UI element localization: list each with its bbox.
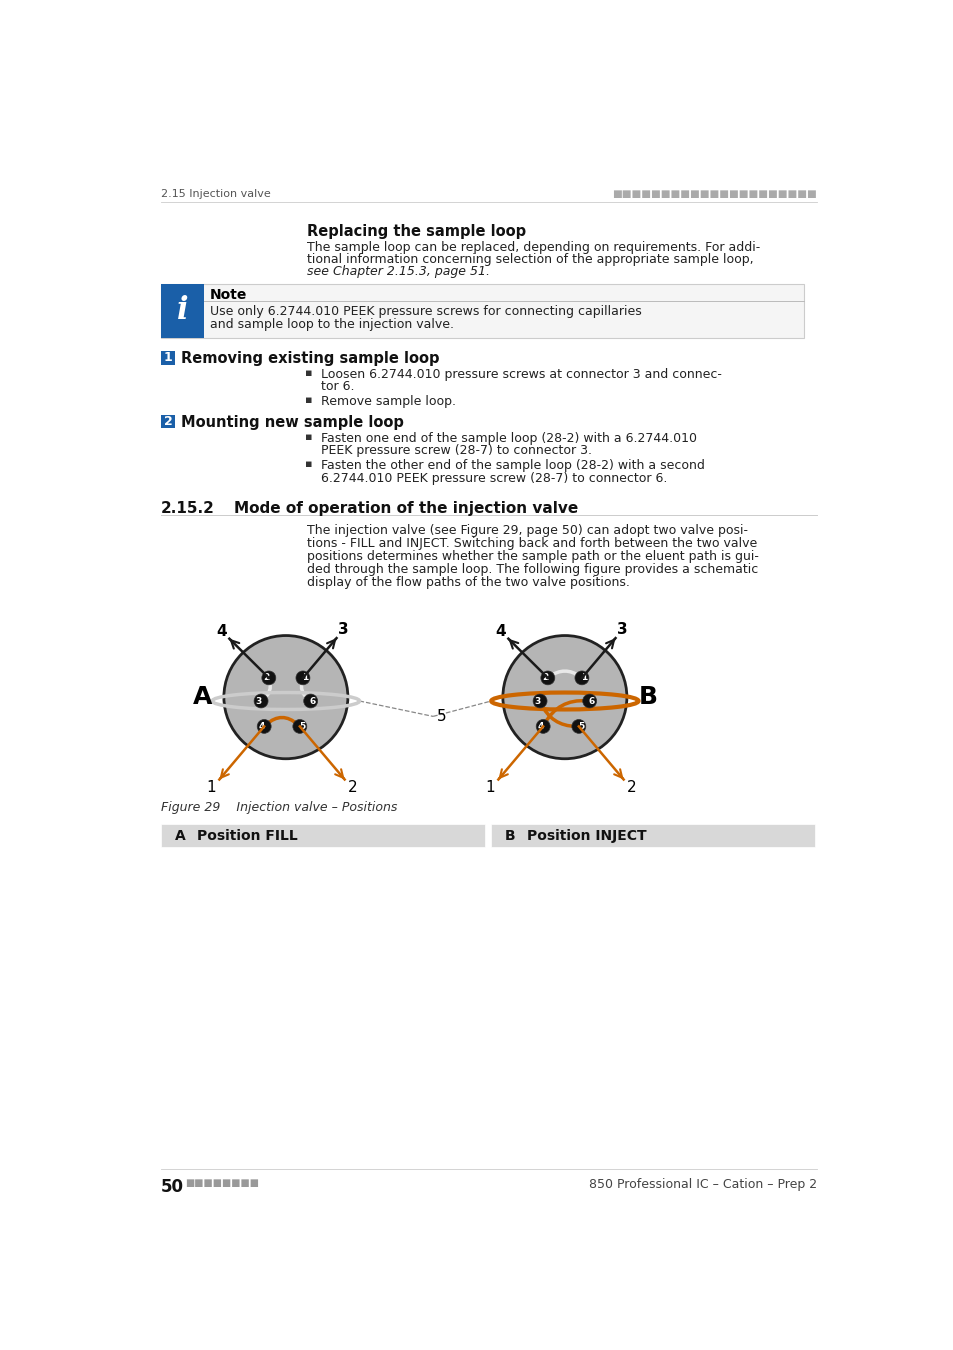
Text: see Chapter 2.15.3, page 51.: see Chapter 2.15.3, page 51. [307,265,489,278]
Circle shape [261,671,275,684]
Bar [161,284,803,338]
Circle shape [533,694,546,707]
Text: 6: 6 [588,697,595,706]
Text: Note: Note [210,288,247,301]
Text: 2: 2 [263,674,270,682]
Text: ▪: ▪ [305,432,313,441]
Circle shape [571,720,585,733]
Text: 3: 3 [338,622,349,637]
Text: 5: 5 [298,722,305,730]
Circle shape [502,636,626,759]
Text: 50: 50 [161,1179,184,1196]
Text: 5: 5 [578,722,583,730]
Circle shape [582,694,596,707]
Text: 2: 2 [626,780,636,795]
Text: A: A [193,686,212,709]
Text: and sample loop to the injection valve.: and sample loop to the injection valve. [210,317,454,331]
Bar [161,284,204,338]
Text: 4: 4 [495,624,505,639]
Circle shape [253,694,268,707]
Text: 1: 1 [485,780,495,795]
Circle shape [540,671,555,684]
Text: 850 Professional IC – Cation – Prep 2: 850 Professional IC – Cation – Prep 2 [588,1179,816,1192]
Text: tional information concerning selection of the appropriate sample loop,: tional information concerning selection … [307,252,753,266]
Text: ▪: ▪ [305,396,313,405]
Text: 1: 1 [580,674,587,682]
Circle shape [295,671,310,684]
Circle shape [536,720,550,733]
Text: Fasten the other end of the sample loop (28-2) with a second: Fasten the other end of the sample loop … [320,459,704,472]
Text: B: B [505,829,516,842]
Text: Fasten one end of the sample loop (28-2) with a 6.2744.010: Fasten one end of the sample loop (28-2)… [320,432,696,444]
Text: Replacing the sample loop: Replacing the sample loop [307,224,525,239]
Circle shape [575,671,588,684]
Text: ■■■■■■■■■■■■■■■■■■■■■: ■■■■■■■■■■■■■■■■■■■■■ [612,189,816,198]
Text: A: A [174,829,186,842]
Text: ▪: ▪ [305,459,313,470]
Text: Use only 6.2744.010 PEEK pressure screws for connecting capillaries: Use only 6.2744.010 PEEK pressure screws… [210,305,641,319]
Text: 1: 1 [207,780,216,795]
Text: The sample loop can be replaced, depending on requirements. For addi-: The sample loop can be replaced, dependi… [307,240,760,254]
Text: 2: 2 [542,674,548,682]
Text: PEEK pressure screw (28-7) to connector 3.: PEEK pressure screw (28-7) to connector … [320,444,591,456]
Text: Position FILL: Position FILL [196,829,297,842]
Text: Mounting new sample loop: Mounting new sample loop [181,416,404,431]
Text: 4: 4 [258,722,265,730]
Text: 2: 2 [348,780,357,795]
Text: 6: 6 [310,697,315,706]
Circle shape [293,720,307,733]
Text: 2.15 Injection valve: 2.15 Injection valve [161,189,271,198]
Circle shape [257,720,271,733]
Text: 1: 1 [302,674,308,682]
Text: B: B [639,686,658,709]
Text: tions - FILL and INJECT. Switching back and forth between the two valve: tions - FILL and INJECT. Switching back … [307,537,757,549]
Text: 2.15.2: 2.15.2 [161,501,214,516]
Text: 3: 3 [255,697,262,706]
Text: i: i [176,296,188,327]
Bar [161,351,174,364]
Text: Mode of operation of the injection valve: Mode of operation of the injection valve [233,501,578,516]
Bar [161,825,484,848]
Text: 3: 3 [534,697,540,706]
Text: Loosen 6.2744.010 pressure screws at connector 3 and connec-: Loosen 6.2744.010 pressure screws at con… [320,367,720,381]
Text: ■■■■■■■■: ■■■■■■■■ [185,1179,259,1188]
Text: 1: 1 [164,351,172,364]
Text: ▪: ▪ [305,367,313,378]
Text: The injection valve (see Figure 29, page 50) can adopt two valve posi-: The injection valve (see Figure 29, page… [307,524,747,537]
Text: 4: 4 [537,722,543,730]
Text: Position INJECT: Position INJECT [526,829,646,842]
Circle shape [224,636,348,759]
Text: 4: 4 [216,624,227,639]
Text: display of the flow paths of the two valve positions.: display of the flow paths of the two val… [307,576,629,589]
Text: 6.2744.010 PEEK pressure screw (28-7) to connector 6.: 6.2744.010 PEEK pressure screw (28-7) to… [320,471,666,485]
Text: positions determines whether the sample path or the eluent path is gui-: positions determines whether the sample … [307,549,758,563]
Bar [491,825,815,848]
Text: 5: 5 [436,709,446,724]
Text: tor 6.: tor 6. [320,379,354,393]
Text: Remove sample loop.: Remove sample loop. [320,396,456,408]
Text: 3: 3 [617,622,627,637]
Text: 2: 2 [164,414,172,428]
Text: Figure 29    Injection valve – Positions: Figure 29 Injection valve – Positions [161,801,397,814]
Text: ded through the sample loop. The following figure provides a schematic: ded through the sample loop. The followi… [307,563,758,576]
Text: Removing existing sample loop: Removing existing sample loop [181,351,439,366]
Bar [161,414,174,428]
Circle shape [303,694,317,707]
